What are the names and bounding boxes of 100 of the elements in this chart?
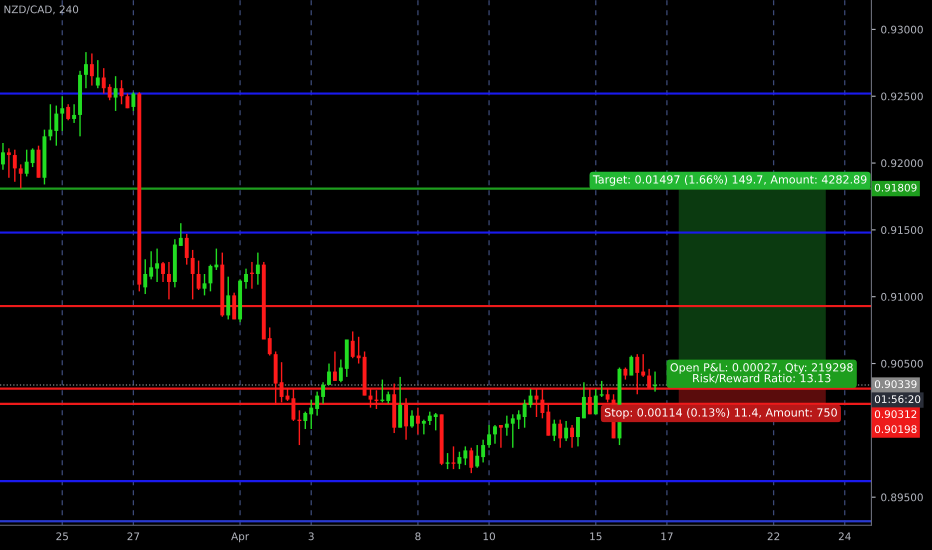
candlestick — [30, 148, 35, 168]
x-tick-label: 8 — [415, 532, 421, 540]
x-tick-label: Apr — [231, 532, 250, 542]
candlestick — [558, 418, 562, 448]
band-label: Stop: 0.00114 (0.13%) 11.4, Amount: 750 — [604, 408, 837, 419]
candlestick — [570, 424, 574, 448]
y-tick-label: 0.91500 — [881, 226, 923, 234]
candlestick — [24, 148, 29, 178]
candlestick — [534, 388, 538, 418]
band-label: Target: 0.01497 (1.66%) 149.7, Amount: 4282.89 — [592, 175, 866, 186]
legend-label: 0.90198 — [874, 425, 917, 434]
candlestick — [629, 354, 634, 376]
candlestick — [202, 273, 206, 296]
candlestick — [498, 424, 503, 448]
candlestick — [321, 382, 326, 404]
candlestick — [332, 350, 337, 382]
candlestick — [315, 390, 320, 416]
candlestick — [398, 376, 402, 428]
candlestick — [297, 410, 302, 446]
candlestick — [131, 92, 136, 112]
candlestick — [166, 261, 171, 300]
x-tick-label: 15 — [590, 532, 602, 540]
candlestick — [214, 248, 218, 271]
candlestick — [452, 446, 456, 470]
candlestick — [422, 418, 426, 436]
candlestick — [463, 446, 468, 466]
candlestick — [576, 416, 580, 448]
candlestick — [48, 104, 52, 142]
candlestick — [516, 410, 521, 430]
candlestick — [475, 444, 480, 468]
candlestick — [457, 451, 462, 470]
candlestick — [540, 388, 544, 420]
ref-line-label: 0.91809 — [874, 184, 917, 192]
candlestick — [410, 410, 414, 428]
candlestick — [493, 424, 497, 444]
candlestick — [653, 370, 658, 392]
x-tick-label: 25 — [56, 532, 68, 540]
ref-line-label: 0.90339 — [874, 380, 917, 388]
candlestick — [309, 398, 314, 430]
x-tick-label: 27 — [128, 532, 140, 540]
candlestick — [446, 452, 450, 470]
candlestick — [528, 388, 533, 408]
candlestick — [90, 52, 94, 86]
candlestick — [469, 447, 474, 474]
candlestick — [143, 258, 148, 295]
y-tick-label: 0.93000 — [881, 26, 923, 34]
candlestick — [155, 248, 160, 283]
candlestick — [380, 378, 384, 403]
candlestick — [54, 104, 58, 146]
candlestick — [356, 336, 361, 364]
candlestick — [6, 148, 11, 178]
candlestick — [208, 264, 212, 292]
candlestick — [120, 79, 124, 105]
candlestick — [504, 414, 509, 436]
candlestick — [161, 261, 165, 283]
candlestick — [582, 382, 586, 420]
candlestick — [487, 424, 492, 448]
candlestick — [250, 261, 254, 290]
candlestick — [190, 249, 195, 300]
candlestick — [286, 386, 290, 402]
candlestick — [588, 386, 592, 416]
candlestick — [374, 390, 378, 410]
y-tick-label: 0.89500 — [881, 493, 923, 502]
candlestick — [178, 222, 183, 247]
candlestick — [66, 104, 70, 121]
x-tick-label: 17 — [661, 532, 673, 540]
x-tick-label: 3 — [308, 532, 314, 540]
x-tick-label: 24 — [838, 532, 851, 540]
chart-title: NZD/CAD, 240 — [4, 5, 78, 14]
candlestick — [84, 51, 88, 89]
candlestick — [416, 406, 420, 436]
ref-line-label: 0.90312 — [874, 410, 916, 418]
text: 01:56:20 — [874, 395, 920, 404]
candlestick — [1, 142, 5, 170]
candlestick — [149, 250, 154, 280]
candlestick — [481, 439, 486, 464]
y-tick-label: 0.91000 — [881, 292, 923, 301]
candlestick — [623, 366, 628, 380]
candlestick — [244, 268, 248, 290]
candlestick — [594, 388, 598, 416]
candlestick — [564, 420, 568, 442]
candlestick — [641, 353, 646, 378]
candlestick — [428, 410, 432, 426]
candlestick — [12, 148, 17, 182]
candlestick — [522, 398, 527, 428]
y-tick-label: 0.90500 — [881, 360, 923, 368]
candlestick — [338, 358, 343, 383]
candlestick — [368, 388, 372, 408]
candlestick — [647, 368, 652, 390]
candlestick — [291, 388, 296, 422]
candlestick — [327, 362, 331, 386]
candlestick — [256, 252, 260, 286]
candlestick — [404, 398, 408, 440]
candlestick — [96, 59, 100, 89]
x-tick-label: 22 — [768, 532, 780, 540]
x-tick-label: 10 — [484, 532, 495, 540]
candlestick — [108, 84, 112, 101]
candlestick — [72, 104, 76, 124]
y-tick-label: 0.92000 — [881, 159, 923, 168]
candlestick — [114, 75, 118, 112]
